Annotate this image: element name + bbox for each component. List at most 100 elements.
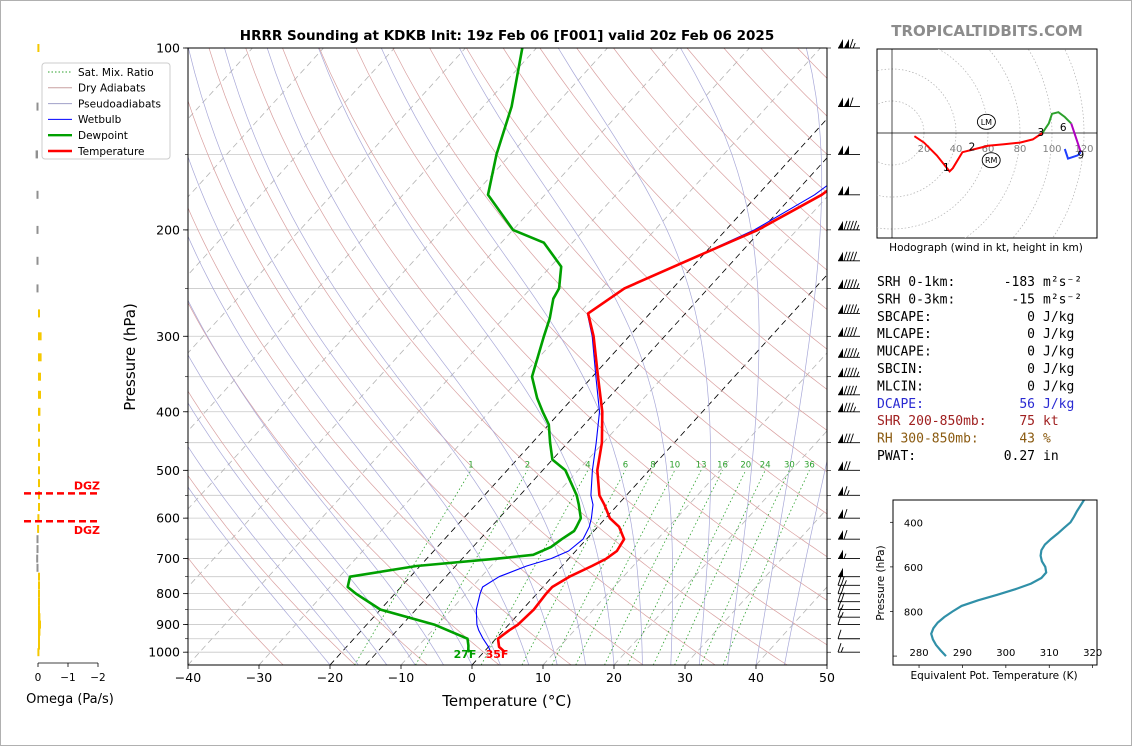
barb-full [849, 327, 854, 337]
wind-barb [837, 584, 860, 595]
hodograph-ring-label: 120 [1074, 144, 1093, 155]
hodograph-panel: 20 40 60 80 100 120 1 2 3 6 9 LM RM Hodograph (wind … [876, 48, 1098, 254]
barb-half [843, 580, 847, 586]
isotherm [188, 48, 537, 432]
theta-e-y-tick-label: 400 [904, 518, 923, 529]
isotherm [188, 48, 679, 588]
wind-barb [838, 97, 860, 108]
y-tick-label: 600 [156, 511, 180, 526]
barb-full [853, 348, 858, 358]
omega-bar [38, 627, 41, 636]
barb-pennant [844, 145, 849, 155]
theta-e-x-tick-label: 310 [1040, 648, 1059, 659]
wind-barb [837, 615, 860, 626]
wind-barb [837, 629, 860, 640]
chart-title: HRRR Sounding at KDKB Init: 19z Feb 06 [… [240, 28, 774, 44]
mixing-ratio-label: 20 [740, 460, 751, 470]
barb-full [843, 220, 848, 231]
barb-full [843, 251, 848, 261]
y-tick-label: 1000 [148, 645, 180, 660]
wind-barb [838, 567, 860, 578]
x-tick-label: 0 [468, 670, 476, 685]
barb-full [840, 576, 845, 586]
omega-bar [38, 491, 40, 500]
wind-barb [838, 327, 860, 337]
omega-bar [38, 572, 40, 581]
index-label: SBCAPE: [877, 310, 932, 325]
index-label: MUCAPE: [877, 345, 932, 360]
barb-pennant [838, 145, 843, 155]
x-tick-label: 40 [748, 670, 764, 685]
mixing-ratio-label: 36 [804, 460, 815, 470]
mixing-ratio-label: 8 [650, 460, 655, 470]
theta-e-line [930, 500, 1085, 657]
barb-full [849, 402, 854, 412]
barb-full [837, 608, 842, 618]
barb-full [846, 385, 851, 395]
dgz-label-bottom: DGZ [74, 524, 100, 537]
hodograph-trace-6-9km [1070, 123, 1082, 153]
index-label: MLCAPE: [877, 327, 932, 342]
theta-e-x-tick-label: 300 [996, 648, 1015, 659]
omega-bar [38, 309, 40, 318]
moist-adiabat [188, 155, 501, 665]
index-label: MLCIN: [877, 379, 924, 394]
wind-barb [837, 576, 860, 586]
hodograph-ring-label: 100 [1042, 144, 1061, 155]
isotherm [258, 48, 821, 665]
isotherm [188, 48, 608, 510]
omega-x-axis-label: Omega (Pa/s) [26, 692, 114, 707]
omega-bar [38, 581, 40, 590]
mixing-ratio-label: 10 [669, 460, 680, 470]
barb-half [856, 371, 860, 377]
barb-full [846, 348, 851, 358]
moist-adiabat [557, 48, 712, 665]
dry-adiabat [208, 48, 716, 665]
moist-adiabat [318, 48, 615, 665]
barb-full [846, 433, 851, 443]
index-label: SRH 0-3km: [877, 292, 955, 307]
wind-barbs [837, 38, 860, 653]
omega-bar [38, 466, 40, 475]
legend-label: Dry Adiabats [78, 83, 146, 95]
dewpoint-line [346, 48, 583, 653]
barb-half [856, 308, 860, 314]
barb-full [837, 643, 842, 653]
barb-full [849, 304, 854, 314]
dry-adiabat [188, 475, 356, 665]
index-label: DCAPE: [877, 397, 924, 412]
barb-pennant [838, 461, 843, 471]
barb-full [846, 402, 851, 412]
barb-full [840, 592, 845, 602]
mixing-ratio-line [627, 470, 723, 665]
index-value: -183 [1004, 275, 1035, 290]
wind-barb [838, 348, 860, 358]
omega-bar [36, 284, 39, 293]
dgz-label-top: DGZ [74, 479, 100, 492]
barb-full [837, 576, 842, 586]
omega-bar [35, 150, 38, 159]
barb-half [856, 224, 860, 231]
barb-pennant [838, 327, 843, 337]
x-tick-label: 30 [677, 670, 693, 685]
barb-pennant [844, 97, 849, 107]
barb-full [849, 279, 854, 289]
mixing-ratio-line [604, 470, 702, 665]
wind-barb [838, 530, 860, 540]
omega-bar [38, 372, 41, 381]
barb-full [837, 600, 842, 610]
omega-bar [38, 589, 40, 598]
y-tick-label: 300 [156, 329, 180, 344]
barb-half [853, 406, 857, 412]
omega-bar [37, 44, 40, 52]
barb-full [849, 385, 854, 395]
barb-full [843, 367, 848, 377]
moist-adiabat [459, 48, 674, 665]
isotherm [188, 48, 466, 354]
legend-label: Dewpoint [78, 130, 128, 142]
wind-barb [838, 38, 860, 49]
index-label: RH 300-850mb: [877, 432, 979, 447]
x-tick-label: −30 [246, 670, 272, 685]
barb-pennant [838, 433, 843, 443]
barb-pennant [838, 567, 843, 577]
